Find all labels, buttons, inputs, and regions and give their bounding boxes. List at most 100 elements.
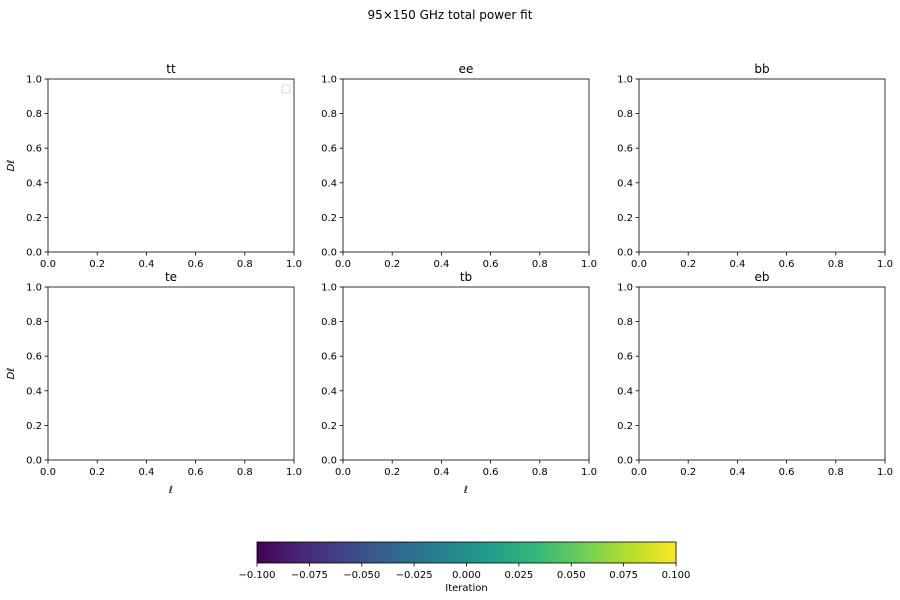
legend-box	[281, 84, 291, 94]
axes-frame	[342, 78, 590, 253]
x-tick-label: 0.4	[729, 259, 745, 270]
subplot-bb: bb 0.0 0.2 0.4 0.6 0.8 1.0 0.0 0.2 0.4 0.6 0.8 1.0	[617, 62, 893, 270]
colorbar-tick-label: −0.050	[343, 570, 380, 581]
x-tick-label: 1.0	[877, 467, 893, 478]
y-tick-label: 0.4	[617, 386, 633, 397]
y-tick-label: 0.4	[321, 386, 337, 397]
colorbar-tick-label: −0.025	[396, 570, 433, 581]
y-tick-label: 0.2	[617, 213, 633, 224]
y-tick-label: 0.8	[321, 317, 337, 328]
y-tick-label: 0.8	[321, 109, 337, 120]
x-tick-label: 1.0	[581, 259, 597, 270]
x-tick-label: 0.4	[729, 467, 745, 478]
x-tick-label: 0.8	[532, 467, 548, 478]
y-tick-label: 0.2	[26, 421, 42, 432]
x-tick-label: 0.2	[384, 467, 400, 478]
x-tick-label: 0.2	[89, 259, 105, 270]
colorbar: −0.100 −0.075 −0.050 −0.025 0.000 0.025 0.050 0…	[238, 541, 691, 594]
subplot-grid: tt 0.0 0.2 0.4 0.6 0.8 1.0 0.0 0.2 0.4 0.6 0.8 1.0 Dℓ…	[6, 62, 893, 496]
colorbar-tick-label: 0.000	[452, 570, 481, 581]
y-tick-label: 0.2	[321, 421, 337, 432]
colorbar-tick-label: 0.075	[609, 570, 638, 581]
subplot-tb: tb 0.0 0.2 0.4 0.6 0.8 1.0 0.0 0.2 0.4 0.6 0.8 1.0 ℓ	[321, 270, 597, 496]
axes-frame	[47, 78, 295, 253]
x-tick-label: 0.6	[188, 259, 204, 270]
y-tick-label: 0.6	[26, 144, 42, 155]
subplot-ee: ee 0.0 0.2 0.4 0.6 0.8 1.0 0.0 0.2 0.4 0.6 0.8 1.0	[321, 62, 597, 270]
x-tick-label: 0.0	[40, 259, 56, 270]
x-tick-label: 0.2	[680, 467, 696, 478]
x-tick-label: 0.2	[680, 259, 696, 270]
x-tick-label: 0.0	[335, 259, 351, 270]
subplot-te: te 0.0 0.2 0.4 0.6 0.8 1.0 0.0 0.2 0.4 0.6 0.8 1.0 Dℓ…	[6, 270, 302, 496]
x-tick-label: 0.8	[532, 259, 548, 270]
axes-frame	[47, 286, 295, 461]
x-tick-label: 0.8	[237, 259, 253, 270]
colorbar-tick-label: −0.075	[291, 570, 328, 581]
y-tick-label: 0.0	[321, 248, 337, 259]
y-tick-label: 0.6	[26, 352, 42, 363]
y-tick-label: 0.0	[26, 248, 42, 259]
y-tick-label: 0.2	[26, 213, 42, 224]
y-tick-label: 0.8	[617, 109, 633, 120]
subplot-eb: eb 0.0 0.2 0.4 0.6 0.8 1.0 0.0 0.2 0.4 0.6 0.8 1.0	[617, 270, 893, 478]
x-tick-label: 0.6	[779, 259, 795, 270]
y-tick-label: 0.4	[26, 178, 42, 189]
y-tick-label: 0.8	[617, 317, 633, 328]
x-tick-label: 0.0	[631, 259, 647, 270]
x-tick-label: 0.2	[384, 259, 400, 270]
subplot-title: eb	[755, 270, 770, 284]
y-tick-label: 1.0	[617, 283, 633, 294]
subplot-title: tb	[460, 270, 472, 284]
x-axis-label: ℓ	[169, 485, 173, 496]
x-tick-label: 0.4	[138, 467, 154, 478]
x-tick-label: 1.0	[877, 259, 893, 270]
x-axis-label: ℓ	[464, 485, 468, 496]
x-tick-label: 0.4	[433, 467, 449, 478]
y-tick-label: 0.2	[617, 421, 633, 432]
x-tick-label: 0.0	[335, 467, 351, 478]
y-tick-label: 1.0	[26, 75, 42, 86]
y-axis-label: Dℓ	[6, 160, 17, 172]
colorbar-gradient	[256, 541, 677, 564]
colorbar-tick-label: 0.025	[505, 570, 534, 581]
y-tick-label: 0.0	[26, 456, 42, 467]
y-tick-label: 0.4	[26, 386, 42, 397]
x-tick-label: 1.0	[581, 467, 597, 478]
x-tick-label: 1.0	[286, 467, 302, 478]
subplot-title: te	[165, 270, 177, 284]
x-tick-label: 0.6	[188, 467, 204, 478]
subplot-tt: tt 0.0 0.2 0.4 0.6 0.8 1.0 0.0 0.2 0.4 0.6 0.8 1.0 Dℓ	[6, 62, 302, 270]
x-tick-label: 0.6	[483, 467, 499, 478]
y-tick-label: 0.4	[321, 178, 337, 189]
x-tick-label: 0.8	[237, 467, 253, 478]
y-tick-label: 0.4	[617, 178, 633, 189]
x-tick-label: 0.8	[828, 467, 844, 478]
y-tick-label: 1.0	[617, 75, 633, 86]
y-tick-label: 0.6	[617, 352, 633, 363]
subplot-title: ee	[459, 62, 474, 76]
x-tick-label: 0.0	[631, 467, 647, 478]
y-tick-label: 0.2	[321, 213, 337, 224]
colorbar-label: Iteration	[445, 583, 487, 594]
subplot-title: bb	[754, 62, 769, 76]
x-tick-label: 0.0	[40, 467, 56, 478]
y-tick-label: 0.6	[321, 144, 337, 155]
axes-frame	[638, 286, 886, 461]
colorbar-tick-label: 0.100	[662, 570, 691, 581]
y-tick-label: 0.0	[617, 456, 633, 467]
y-tick-label: 0.0	[617, 248, 633, 259]
y-tick-label: 1.0	[321, 283, 337, 294]
x-tick-label: 1.0	[286, 259, 302, 270]
y-tick-label: 1.0	[26, 283, 42, 294]
y-tick-label: 0.8	[26, 109, 42, 120]
x-tick-label: 0.6	[779, 467, 795, 478]
x-tick-label: 0.4	[433, 259, 449, 270]
y-tick-label: 0.6	[617, 144, 633, 155]
y-tick-label: 0.8	[26, 317, 42, 328]
colorbar-tick-label: −0.100	[238, 570, 275, 581]
figure-suptitle: 95×150 GHz total power fit	[368, 8, 533, 22]
x-tick-label: 0.8	[828, 259, 844, 270]
x-tick-label: 0.2	[89, 467, 105, 478]
